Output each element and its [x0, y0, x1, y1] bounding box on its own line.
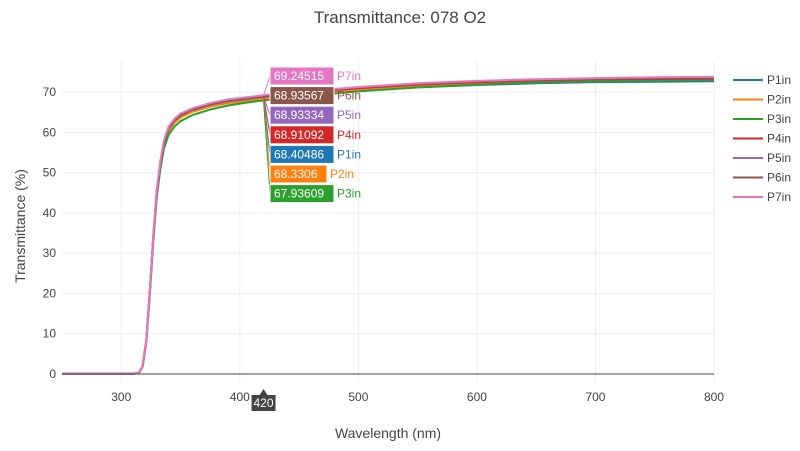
- hover-value: 68.93567: [274, 89, 324, 103]
- x-tick-label: 600: [467, 390, 487, 404]
- hover-series-name: P1in: [337, 147, 361, 161]
- hover-label-p4in: 68.91092 P4in: [263, 96, 361, 145]
- legend-item-p1in[interactable]: P1in: [733, 73, 791, 87]
- hover-value: 68.40486: [274, 147, 324, 161]
- hover-label-p5in: 68.93334 P5in: [263, 96, 361, 125]
- y-tick-label: 40: [43, 206, 57, 220]
- y-tick-label: 20: [43, 286, 57, 300]
- legend-label: P4in: [767, 132, 791, 146]
- y-tick-label: 30: [43, 246, 57, 260]
- hover-x-label: 420: [251, 389, 276, 411]
- hover-series-name: P6in: [337, 89, 361, 103]
- legend-label: P5in: [767, 151, 791, 165]
- y-tick-label: 70: [43, 85, 57, 99]
- hover-value-box: [269, 164, 328, 184]
- y-axis-title: Transmittance (%): [12, 169, 28, 283]
- legend-item-p5in[interactable]: P5in: [733, 151, 791, 165]
- series-line-p7in[interactable]: [62, 75, 715, 375]
- legend-item-p3in[interactable]: P3in: [733, 112, 791, 126]
- legend-label: P7in: [767, 190, 791, 204]
- hover-value: 69.24515: [274, 69, 324, 83]
- legend[interactable]: P1in P2in P3in P4in P5in P6in P7in: [733, 73, 791, 204]
- hover-label-p3in: 67.93609 P3in: [263, 100, 361, 204]
- x-tick-label: 800: [704, 390, 724, 404]
- plot-area[interactable]: [62, 75, 715, 375]
- hover-series-name: P4in: [337, 128, 361, 142]
- hover-value: 68.93334: [274, 108, 324, 122]
- hover-leader-line: [263, 96, 271, 116]
- legend-item-p7in[interactable]: P7in: [733, 190, 791, 204]
- hover-value-box: [269, 66, 335, 86]
- hover-leader-line: [263, 75, 271, 96]
- y-tick-label: 60: [43, 125, 57, 139]
- x-tick-label: 500: [348, 390, 368, 404]
- hover-leader-line: [263, 95, 271, 97]
- x-axis-title: Wavelength (nm): [335, 425, 441, 441]
- hover-value-box: [269, 105, 335, 125]
- axes: 300 400 500 600 700 800 0 10 20 30 40 50 60 70: [43, 85, 725, 404]
- hover-series-name: P5in: [337, 108, 361, 122]
- hover-label-p6in: 68.93567 P6in: [263, 86, 361, 106]
- chart-title: Transmittance: 078 O2: [314, 8, 486, 27]
- legend-label: P3in: [767, 112, 791, 126]
- hover-label-p1in: 68.40486 P1in: [263, 98, 361, 164]
- hover-value-box: [269, 184, 335, 204]
- x-tick-label: 700: [585, 390, 605, 404]
- x-tick-label: 300: [111, 390, 131, 404]
- hover-value: 67.93609: [274, 187, 324, 201]
- legend-item-p6in[interactable]: P6in: [733, 171, 791, 185]
- hover-series-name: P7in: [337, 69, 361, 83]
- hover-label-p2in: 68.3306 P2in: [263, 98, 354, 184]
- legend-item-p2in[interactable]: P2in: [733, 93, 791, 107]
- hover-series-name: P3in: [337, 187, 361, 201]
- legend-label: P2in: [767, 93, 791, 107]
- hover-leader-line: [263, 96, 271, 135]
- hover-value: 68.3306: [274, 167, 318, 181]
- hover-value-box: [269, 144, 335, 164]
- x-tick-label: 400: [230, 390, 250, 404]
- legend-item-p4in[interactable]: P4in: [733, 132, 791, 146]
- hover-value-box: [269, 125, 335, 145]
- hover-value: 68.91092: [274, 128, 324, 142]
- y-tick-label: 0: [49, 367, 56, 381]
- hover-label-p7in: 69.24515 P7in: [263, 66, 361, 96]
- legend-label: P6in: [767, 171, 791, 185]
- hover-x-value: 420: [254, 396, 274, 410]
- hover-value-box: [269, 86, 335, 106]
- y-tick-label: 10: [43, 327, 57, 341]
- legend-label: P1in: [767, 73, 791, 87]
- y-tick-label: 50: [43, 166, 57, 180]
- hover-x-label-box: [251, 389, 276, 411]
- hover-leader-line: [263, 100, 271, 194]
- hover-series-name: P2in: [330, 167, 354, 181]
